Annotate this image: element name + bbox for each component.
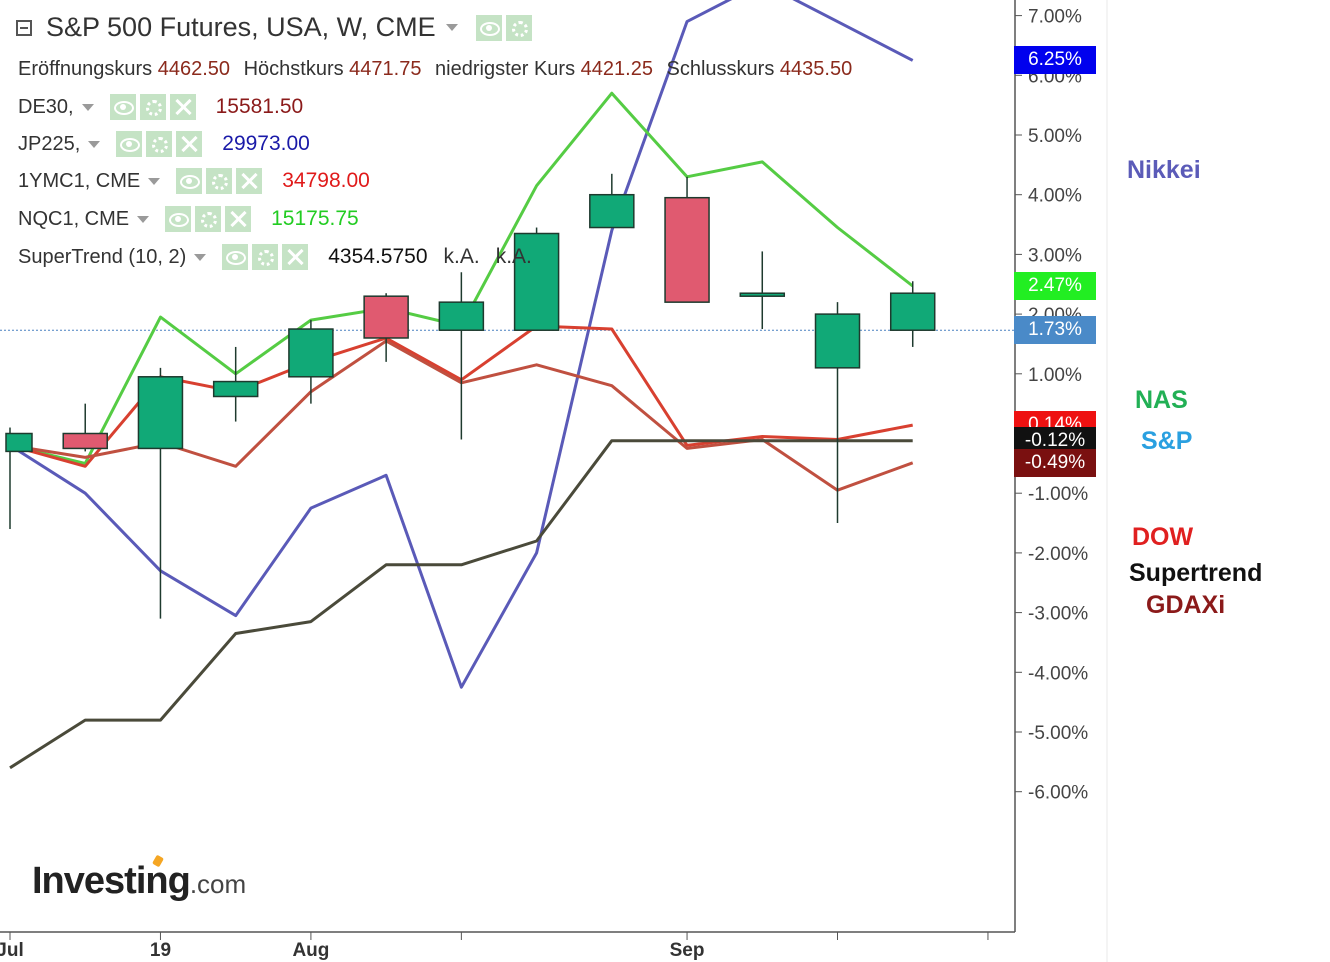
close-value: 4435.50 xyxy=(779,58,853,80)
candle-body xyxy=(589,193,635,229)
indicator-name: JP225, xyxy=(18,132,81,155)
indicator-extra: k.A. xyxy=(443,245,480,268)
candle-body xyxy=(363,295,409,339)
title-row: S&P 500 Futures, USA, W, CME xyxy=(16,12,536,43)
y-tick-label: 4.00% xyxy=(1028,186,1082,207)
price-badge-gdaxi: -0.49% xyxy=(1014,449,1096,477)
close-icon[interactable] xyxy=(176,131,203,157)
chart-title: S&P 500 Futures, USA, W, CME xyxy=(46,12,436,42)
candle-body xyxy=(212,380,259,398)
indicator-row-supertrend: SuperTrend (10, 2) 4354.5750 k.A. k.A. xyxy=(18,244,532,270)
logo-suffix: .com xyxy=(189,869,247,899)
y-tick-label: -6.00% xyxy=(1028,783,1088,804)
close-icon[interactable] xyxy=(236,168,263,194)
label-dow: DOW xyxy=(1132,523,1194,551)
y-tick-label: -1.00% xyxy=(1028,484,1088,505)
ohlc-row: Eröffnungskurs 4462.50 Höchstkurs 4471.7… xyxy=(18,58,860,81)
candle-body xyxy=(137,376,184,450)
high-label: Höchstkurs xyxy=(243,58,344,80)
y-tick-label: 1.00% xyxy=(1028,365,1082,386)
y-tick-label: 5.00% xyxy=(1028,126,1082,147)
chevron-down-icon[interactable] xyxy=(88,140,101,148)
gear-icon[interactable] xyxy=(505,14,532,41)
price-badge-nikkei: 6.25% xyxy=(1014,46,1096,74)
y-tick-label: -3.00% xyxy=(1028,604,1088,625)
candle-body xyxy=(814,313,861,369)
candle-body xyxy=(5,432,33,453)
indicator-value: 15581.50 xyxy=(215,95,304,118)
chevron-down-icon[interactable] xyxy=(137,215,150,223)
indicator-name: SuperTrend (10, 2) xyxy=(18,245,187,268)
x-tick-label: Sep xyxy=(670,940,705,961)
candle-body xyxy=(664,196,710,303)
high-value: 4471.75 xyxy=(349,58,422,80)
indicator-value: 34798.00 xyxy=(282,169,370,192)
indicator-value: 4354.5750 xyxy=(328,245,428,268)
eye-icon[interactable] xyxy=(176,168,203,194)
series-line-supertrend xyxy=(9,439,913,770)
indicator-row-nqc1: NQC1, CME 15175.75 xyxy=(18,206,359,232)
chevron-down-icon[interactable] xyxy=(194,253,207,261)
close-icon[interactable] xyxy=(169,94,196,120)
eye-icon[interactable] xyxy=(165,206,192,232)
eye-icon[interactable] xyxy=(222,244,249,270)
label-nikkei: Nikkei xyxy=(1127,156,1201,184)
label-gdaxi: GDAXi xyxy=(1146,591,1226,619)
indicator-name: 1YMC1, CME xyxy=(18,169,141,192)
chevron-down-icon[interactable] xyxy=(81,103,94,111)
price-badge-nas: 2.47% xyxy=(1014,272,1096,300)
indicator-value: 29973.00 xyxy=(222,132,310,155)
eye-icon[interactable] xyxy=(475,14,502,41)
open-label: Eröffnungskurs xyxy=(18,58,153,80)
indicator-row-jp225: JP225, 29973.00 xyxy=(18,131,310,157)
indicator-name: DE30, xyxy=(18,95,74,118)
indicator-extra: k.A. xyxy=(495,245,532,268)
chevron-down-icon[interactable] xyxy=(445,24,458,31)
candle-body xyxy=(889,292,936,331)
x-tick-label: Aug xyxy=(292,940,329,961)
y-tick-label: -2.00% xyxy=(1028,544,1088,565)
candle-body xyxy=(513,232,560,331)
gear-icon[interactable] xyxy=(252,244,279,270)
eye-icon[interactable] xyxy=(109,94,136,120)
label-sp: S&P xyxy=(1141,427,1193,455)
indicator-row-de30: DE30, 15581.50 xyxy=(18,94,303,120)
y-tick-label: -5.00% xyxy=(1028,723,1088,744)
chevron-down-icon[interactable] xyxy=(148,177,161,185)
eye-icon[interactable] xyxy=(116,131,143,157)
investing-logo: Investing.com xyxy=(32,854,247,903)
candle-body xyxy=(62,432,108,450)
indicator-name: NQC1, CME xyxy=(18,207,130,230)
gear-icon[interactable] xyxy=(206,168,233,194)
y-tick-label: -4.00% xyxy=(1028,663,1088,684)
y-tick-label: 3.00% xyxy=(1028,245,1082,266)
close-icon[interactable] xyxy=(225,206,252,232)
open-value: 4462.50 xyxy=(157,58,231,80)
indicator-value: 15175.75 xyxy=(271,207,359,230)
x-tick-label: Jul xyxy=(0,940,24,961)
label-supertrend: Supertrend xyxy=(1129,559,1263,587)
low-label: niedrigster Kurs xyxy=(435,58,576,80)
candle-body xyxy=(288,328,334,378)
x-tick-label: 19 xyxy=(150,940,171,961)
label-nas: NAS xyxy=(1135,386,1188,414)
gear-icon[interactable] xyxy=(146,131,173,157)
candle-body xyxy=(739,292,786,297)
y-tick-label: 7.00% xyxy=(1028,7,1082,28)
close-label: Schlusskurs xyxy=(666,58,775,80)
indicator-row-1ymc1: 1YMC1, CME 34798.00 xyxy=(18,168,370,194)
logo-brand: Investing xyxy=(32,860,191,902)
low-value: 4421.25 xyxy=(580,58,653,80)
candle-body xyxy=(438,301,485,331)
gear-icon[interactable] xyxy=(195,206,222,232)
collapse-icon[interactable] xyxy=(16,19,32,36)
gear-icon[interactable] xyxy=(139,94,166,120)
close-icon[interactable] xyxy=(282,244,309,270)
price-badge-sp: 1.73% xyxy=(1014,316,1096,344)
